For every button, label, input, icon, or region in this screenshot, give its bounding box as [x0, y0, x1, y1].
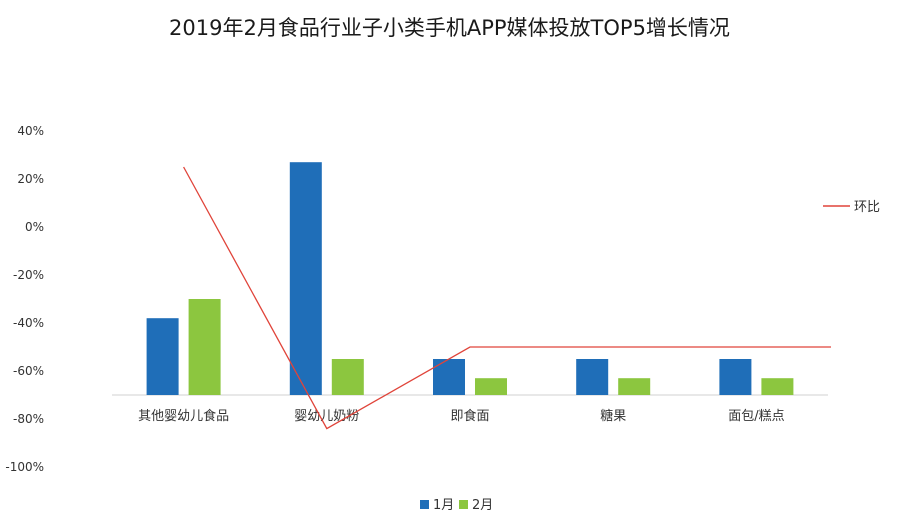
- y-tick-label: -60%: [13, 364, 44, 378]
- y-tick-label: -80%: [13, 412, 44, 426]
- y-tick-label: -40%: [13, 316, 44, 330]
- x-tick-label: 面包/糕点: [728, 409, 784, 424]
- x-tick-label: 糖果: [600, 408, 626, 424]
- x-tick-label: 其他婴幼儿食品: [138, 408, 229, 424]
- bar-jan-3: [576, 359, 609, 395]
- bar-feb-0: [188, 299, 221, 395]
- x-tick-label: 婴幼儿奶粉: [294, 409, 359, 424]
- y-tick-label: -20%: [13, 268, 44, 282]
- bar-jan-2: [433, 359, 465, 395]
- bar-jan-1: [289, 162, 322, 395]
- y-tick-label: 40%: [17, 124, 44, 138]
- y-tick-label: 20%: [17, 172, 44, 186]
- chart-title: 2019年2月食品行业子小类手机APP媒体投放TOP5增长情况: [169, 16, 730, 40]
- bar-jan-0: [146, 318, 179, 395]
- y-tick-label: -100%: [5, 460, 44, 474]
- bar-feb-1: [331, 359, 364, 395]
- legend-line-label: 环比: [854, 200, 880, 215]
- x-tick-label: 即食面: [450, 408, 489, 424]
- legend-jan-label: 1月: [433, 498, 454, 513]
- bar-jan-4: [719, 359, 752, 395]
- legend-feb-label: 2月: [472, 498, 493, 513]
- line-series-huanbi: [183, 166, 831, 430]
- legend-feb-swatch: [459, 500, 468, 509]
- bar-feb-2: [475, 378, 507, 395]
- legend-jan-swatch: [420, 500, 429, 509]
- bar-feb-3: [618, 378, 651, 395]
- bar-feb-4: [761, 378, 794, 395]
- y-tick-label: 0%: [25, 220, 44, 234]
